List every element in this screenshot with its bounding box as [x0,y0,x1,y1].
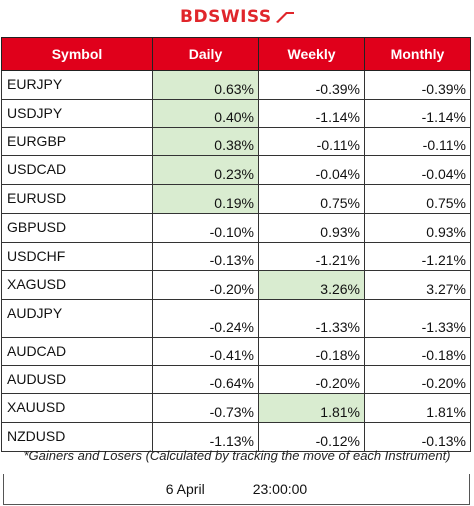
cell-monthly: 0.93% [364,213,471,243]
cell-daily: -0.13% [152,242,259,271]
brand-name: BDSWISS [180,7,272,27]
cell-symbol: EURGBP [1,127,153,156]
cell-weekly: -0.39% [258,70,365,100]
column-header-monthly: Monthly [364,37,471,71]
cell-monthly: -0.18% [364,337,471,366]
table-row: USDCHF -0.13% -1.21% -1.21% [1,242,471,271]
cell-weekly: -0.18% [258,337,365,366]
cell-monthly: 3.27% [364,270,471,300]
cell-daily: 0.23% [152,155,259,185]
table-row: EURJPY 0.63% -0.39% -0.39% [1,70,471,100]
cell-monthly: -1.21% [364,242,471,271]
table-row: EURUSD 0.19% 0.75% 0.75% [1,184,471,214]
cell-monthly: -0.11% [364,127,471,156]
cell-weekly: -1.33% [258,299,365,338]
cell-symbol: GBPUSD [1,213,153,243]
table-row: USDJPY 0.40% -1.14% -1.14% [1,99,471,128]
cell-symbol: XAGUSD [1,270,153,300]
chevron-arrow-icon [275,12,294,23]
cell-symbol: XAUUSD [1,393,153,423]
cell-symbol: EURUSD [1,184,153,214]
column-header-daily: Daily [152,37,259,71]
cell-weekly: -1.14% [258,99,365,128]
table-header-row: Symbol Daily Weekly Monthly [1,37,471,71]
table-row: AUDJPY -0.24% -1.33% -1.33% [1,299,471,338]
timestamp-date: 6 April [165,481,205,497]
column-header-weekly: Weekly [258,37,365,71]
performance-table: Symbol Daily Weekly Monthly EURJPY 0.63% -… [1,37,471,452]
cell-symbol: AUDUSD [1,365,153,394]
timestamp-box: 6 April 23:00:00 [3,474,470,505]
cell-monthly: -0.39% [364,70,471,100]
cell-symbol: AUDJPY [1,299,153,338]
cell-weekly: -0.04% [258,155,365,185]
cell-weekly: 0.75% [258,184,365,214]
cell-weekly: -0.20% [258,365,365,394]
cell-symbol: EURJPY [1,70,153,100]
cell-weekly: 3.26% [258,270,365,300]
cell-weekly: -0.11% [258,127,365,156]
cell-daily: -0.41% [152,337,259,366]
cell-daily: 0.40% [152,99,259,128]
cell-daily: 0.38% [152,127,259,156]
cell-weekly: 1.81% [258,393,365,423]
cell-monthly: 1.81% [364,393,471,423]
table-row: GBPUSD -0.10% 0.93% 0.93% [1,213,471,243]
cell-daily: -0.73% [152,393,259,423]
timestamp-time: 23:00:00 [252,481,308,497]
table-row: NZDUSD -1.13% -0.12% -0.13% [1,422,471,452]
brand-logo: BDSWISS [180,6,296,28]
table-row: XAUUSD -0.73% 1.81% 1.81% [1,393,471,423]
cell-daily: 0.63% [152,70,259,100]
cell-symbol: USDJPY [1,99,153,128]
cell-daily: 0.19% [152,184,259,214]
cell-symbol: AUDCAD [1,337,153,366]
cell-monthly: -1.14% [364,99,471,128]
cell-symbol: USDCHF [1,242,153,271]
table-row: AUDCAD -0.41% -0.18% -0.18% [1,337,471,366]
cell-symbol: NZDUSD [1,422,153,452]
cell-daily: -0.10% [152,213,259,243]
cell-daily: -0.24% [152,299,259,338]
table-row: EURGBP 0.38% -0.11% -0.11% [1,127,471,156]
cell-monthly: -0.13% [364,422,471,452]
cell-daily: -0.64% [152,365,259,394]
cell-daily: -0.20% [152,270,259,300]
table-row: XAGUSD -0.20% 3.26% 3.27% [1,270,471,300]
cell-monthly: -1.33% [364,299,471,338]
cell-monthly: -0.20% [364,365,471,394]
cell-daily: -1.13% [152,422,259,452]
cell-weekly: -1.21% [258,242,365,271]
cell-monthly: -0.04% [364,155,471,185]
footnote: *Gainers and Losers (Calculated by track… [23,448,451,463]
column-header-symbol: Symbol [1,37,153,71]
table-row: AUDUSD -0.64% -0.20% -0.20% [1,365,471,394]
cell-weekly: 0.93% [258,213,365,243]
table-row: USDCAD 0.23% -0.04% -0.04% [1,155,471,185]
cell-symbol: USDCAD [1,155,153,185]
cell-monthly: 0.75% [364,184,471,214]
